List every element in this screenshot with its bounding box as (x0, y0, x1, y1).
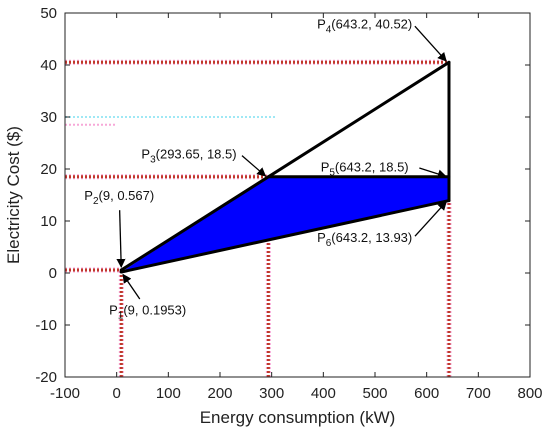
x-tick-label: 100 (156, 385, 181, 402)
x-tick-label: 300 (259, 385, 284, 402)
x-tick-label: 200 (207, 385, 232, 402)
arrow-P2 (116, 210, 126, 268)
x-tick-label: -100 (50, 385, 80, 402)
filled-region-group (121, 176, 449, 272)
x-tick-labels: -100 0 100 200 300 400 500 600 700 800 (50, 385, 543, 402)
y-tick-label: 20 (40, 161, 57, 178)
arrow-P4 (414, 25, 447, 62)
annotation-P1: P1(9, 0.1953) (109, 303, 186, 322)
arrow-P1 (122, 273, 141, 300)
x-axis-title: Energy consumption (kW) (200, 408, 396, 427)
axis-ticks (64, 12, 531, 378)
feasible-region (121, 176, 449, 272)
annotation-P3: P3(293.65, 18.5) (141, 147, 236, 166)
annotation-P4: P4(643.2, 40.52) (317, 17, 412, 36)
y-tick-label: 50 (40, 5, 57, 22)
y-tick-label: -10 (35, 317, 57, 334)
y-tick-label: -20 (35, 369, 57, 386)
y-tick-label: 0 (49, 265, 57, 282)
x-tick-label: 500 (362, 385, 387, 402)
x-tick-label: 400 (311, 385, 336, 402)
arrow-P6 (414, 201, 447, 237)
y-tick-label: 40 (40, 57, 57, 74)
x-tick-label: 800 (517, 385, 542, 402)
outline-lines (119, 60, 451, 274)
y-tick-label: 10 (40, 213, 57, 230)
y-tick-label: 30 (40, 109, 57, 126)
arrow-P5 (419, 167, 447, 179)
segment-P1-P6 (119, 199, 451, 274)
annotation-P5: P5(643.2, 18.5) (321, 160, 409, 179)
y-tick-labels: -20 -10 0 10 20 30 40 50 (35, 5, 57, 386)
annotations: P1(9, 0.1953) P2(9, 0.567) P3(293.65, 18.5… (84, 17, 447, 322)
guide-lines (65, 59, 452, 377)
plot-frame (64, 12, 531, 378)
x-tick-label: 0 (112, 385, 120, 402)
segment-P2-P4 (119, 60, 451, 272)
arrow-P3 (241, 155, 267, 177)
x-tick-label: 700 (466, 385, 491, 402)
annotation-P6: P6(643.2, 13.93) (317, 230, 412, 249)
y-axis-title: Electricity Cost ($) (4, 126, 23, 264)
x-tick-label: 600 (414, 385, 439, 402)
annotation-P2: P2(9, 0.567) (84, 188, 154, 207)
